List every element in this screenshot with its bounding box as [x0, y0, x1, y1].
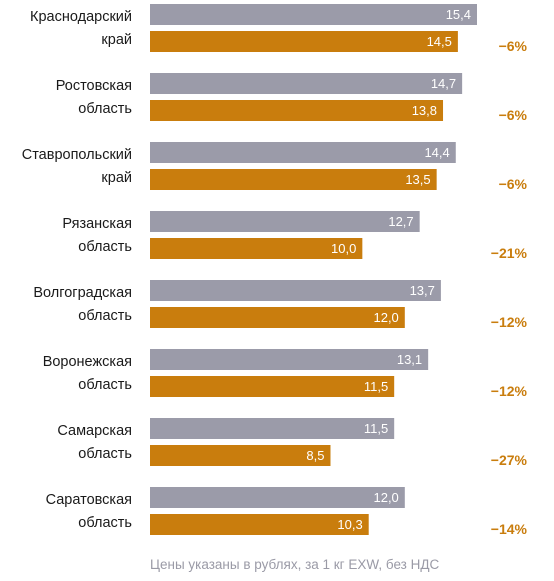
region-label: Ставропольский край	[22, 147, 132, 186]
bar-current	[150, 376, 395, 397]
region-label: Воронежская область	[43, 354, 132, 393]
bar-value-label: 14,5	[427, 34, 452, 49]
bar-current	[150, 514, 369, 535]
bar-value-label: 12,0	[373, 310, 398, 325]
change-percent-label: −27%	[491, 452, 528, 468]
bar-value-label: 14,4	[424, 145, 449, 160]
bar-current	[150, 445, 331, 466]
bar-previous	[150, 142, 456, 163]
bar-previous	[150, 487, 405, 508]
bar-value-label: 14,7	[431, 76, 456, 91]
bar-value-label: 10,3	[337, 517, 362, 532]
bar-current	[150, 169, 437, 190]
bar-value-label: 13,1	[397, 352, 422, 367]
change-percent-label: −6%	[499, 176, 528, 192]
region-label: Краснодарский край	[30, 9, 132, 48]
bar-current	[150, 31, 458, 52]
change-percent-label: −14%	[491, 521, 528, 537]
bar-value-label: 13,5	[405, 172, 430, 187]
change-percent-label: −12%	[491, 314, 528, 330]
region-label: Волгоградская область	[33, 285, 132, 324]
bar-previous	[150, 73, 463, 94]
bar-value-label: 10,0	[331, 241, 356, 256]
bar-previous	[150, 211, 420, 232]
bar-value-label: 15,4	[446, 7, 471, 22]
region-label: Рязанская область	[62, 216, 132, 255]
bar-value-label: 12,7	[388, 214, 413, 229]
bar-current	[150, 307, 405, 328]
bar-value-label: 11,5	[364, 421, 388, 436]
bar-value-label: 11,5	[364, 379, 388, 394]
bar-previous	[150, 418, 395, 439]
change-percent-label: −6%	[499, 38, 528, 54]
change-percent-label: −6%	[499, 107, 528, 123]
bar-value-label: 8,5	[306, 448, 324, 463]
bar-previous	[150, 349, 429, 370]
region-label: Саратовская область	[46, 492, 132, 531]
bar-current	[150, 238, 363, 259]
bar-value-label: 12,0	[373, 490, 398, 505]
chart-footnote: Цены указаны в рублях, за 1 кг EXW, без …	[150, 557, 440, 572]
region-label: Самарская область	[57, 423, 132, 462]
bar-current	[150, 100, 444, 121]
bar-previous	[150, 280, 441, 301]
region-label: Ростовская область	[56, 78, 132, 117]
change-percent-label: −21%	[491, 245, 528, 261]
bar-value-label: 13,8	[412, 103, 437, 118]
bar-previous	[150, 4, 477, 25]
change-percent-label: −12%	[491, 383, 528, 399]
bar-value-label: 13,7	[410, 283, 435, 298]
